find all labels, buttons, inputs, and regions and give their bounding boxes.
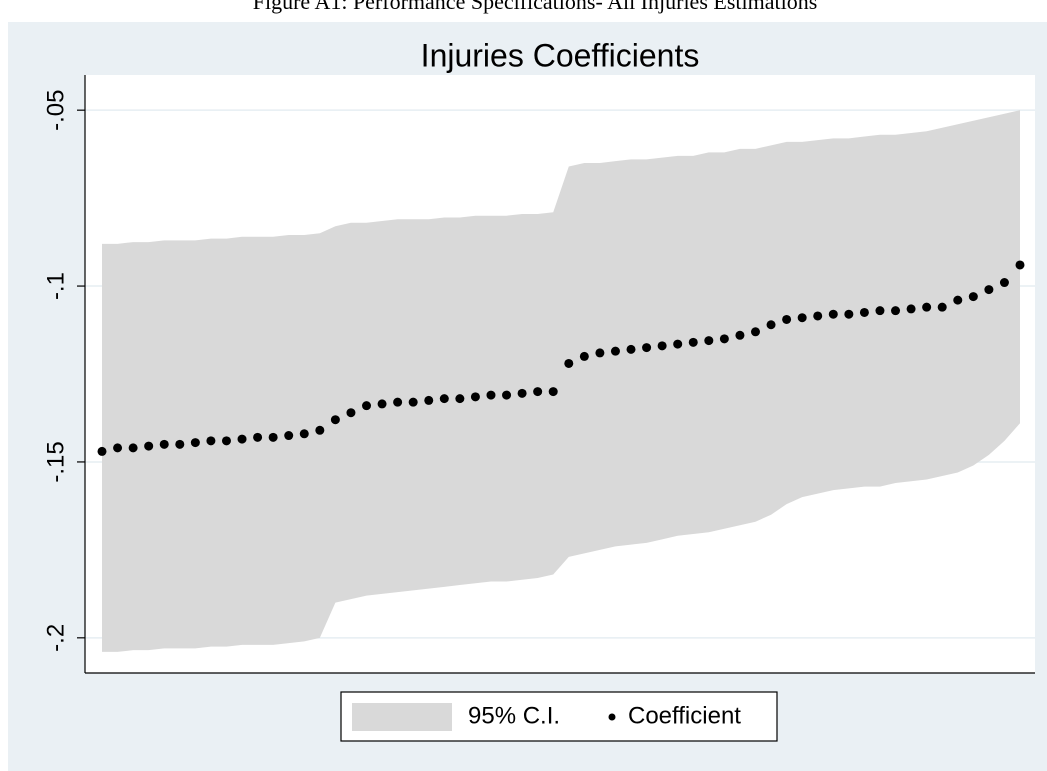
coefficient-point (968, 292, 978, 302)
coefficient-point (719, 334, 729, 344)
coefficient-point (704, 336, 714, 346)
coefficient-point (424, 395, 434, 405)
coefficient-point (937, 302, 947, 312)
coefficient-point (284, 431, 294, 441)
coefficient-point (533, 387, 543, 397)
legend-swatch (352, 703, 452, 731)
coefficient-point (128, 443, 138, 453)
coefficient-point (906, 304, 916, 314)
y-tick-label: -.15 (42, 441, 69, 482)
coefficient-point (735, 330, 745, 340)
coefficient-point (828, 309, 838, 319)
coefficient-point (595, 348, 605, 358)
coefficient-point (175, 439, 185, 449)
coefficient-point (688, 337, 698, 347)
coefficient-point (299, 429, 309, 439)
coefficient-point (486, 390, 496, 400)
coefficient-point (502, 390, 512, 400)
y-tick-label: -.2 (42, 624, 69, 652)
coefficient-point (159, 439, 169, 449)
coefficient-point (564, 358, 574, 368)
coefficient-point (859, 307, 869, 317)
coefficient-point (97, 446, 107, 456)
coefficient-point (362, 401, 372, 411)
coefficient-point (579, 351, 589, 361)
coefficient-point (984, 285, 994, 295)
legend-label: 95% C.I. (468, 702, 560, 729)
chart-title: Injuries Coefficients (421, 37, 700, 73)
coefficient-point (377, 399, 387, 409)
coefficient-point (439, 394, 449, 404)
y-tick-label: -.05 (42, 89, 69, 130)
legend-label: Coefficient (628, 702, 741, 729)
coefficient-point (642, 343, 652, 353)
coefficient-point (750, 327, 760, 337)
coefficient-point (673, 339, 683, 349)
coefficient-point (330, 415, 340, 425)
coefficient-point (1015, 260, 1025, 270)
coefficient-point (455, 394, 465, 404)
coefficient-point (113, 443, 123, 453)
coefficient-point (206, 436, 216, 446)
coefficient-point (844, 309, 854, 319)
coefficient-point (626, 344, 636, 354)
coefficient-point (953, 295, 963, 305)
coefficient-point (221, 436, 231, 446)
coefficient-point (517, 388, 527, 398)
coefficient-point (253, 432, 263, 442)
coefficient-point (548, 387, 558, 397)
coefficient-point (393, 397, 403, 407)
coefficient-point (782, 314, 792, 324)
coefficient-point (610, 346, 620, 356)
coefficient-point (144, 441, 154, 451)
coefficient-point (999, 278, 1009, 288)
legend-marker (608, 713, 616, 721)
coefficient-point (657, 341, 667, 351)
coefficient-point (190, 438, 200, 448)
coefficient-point (408, 397, 418, 407)
coefficient-point (268, 432, 278, 442)
coefficient-point (797, 313, 807, 323)
coefficient-point (766, 320, 776, 330)
coefficient-point (922, 302, 932, 312)
ci-band (102, 110, 1020, 652)
coefficient-point (875, 306, 885, 316)
coefficient-point (470, 392, 480, 402)
coefficient-point (813, 311, 823, 321)
figure-caption: Figure A1: Performance Specifications- A… (253, 0, 818, 14)
coefficient-point (315, 425, 325, 435)
coefficient-point (237, 434, 247, 444)
coefficient-point (891, 306, 901, 316)
coefficient-point (346, 408, 356, 418)
y-tick-label: -.1 (42, 272, 69, 300)
